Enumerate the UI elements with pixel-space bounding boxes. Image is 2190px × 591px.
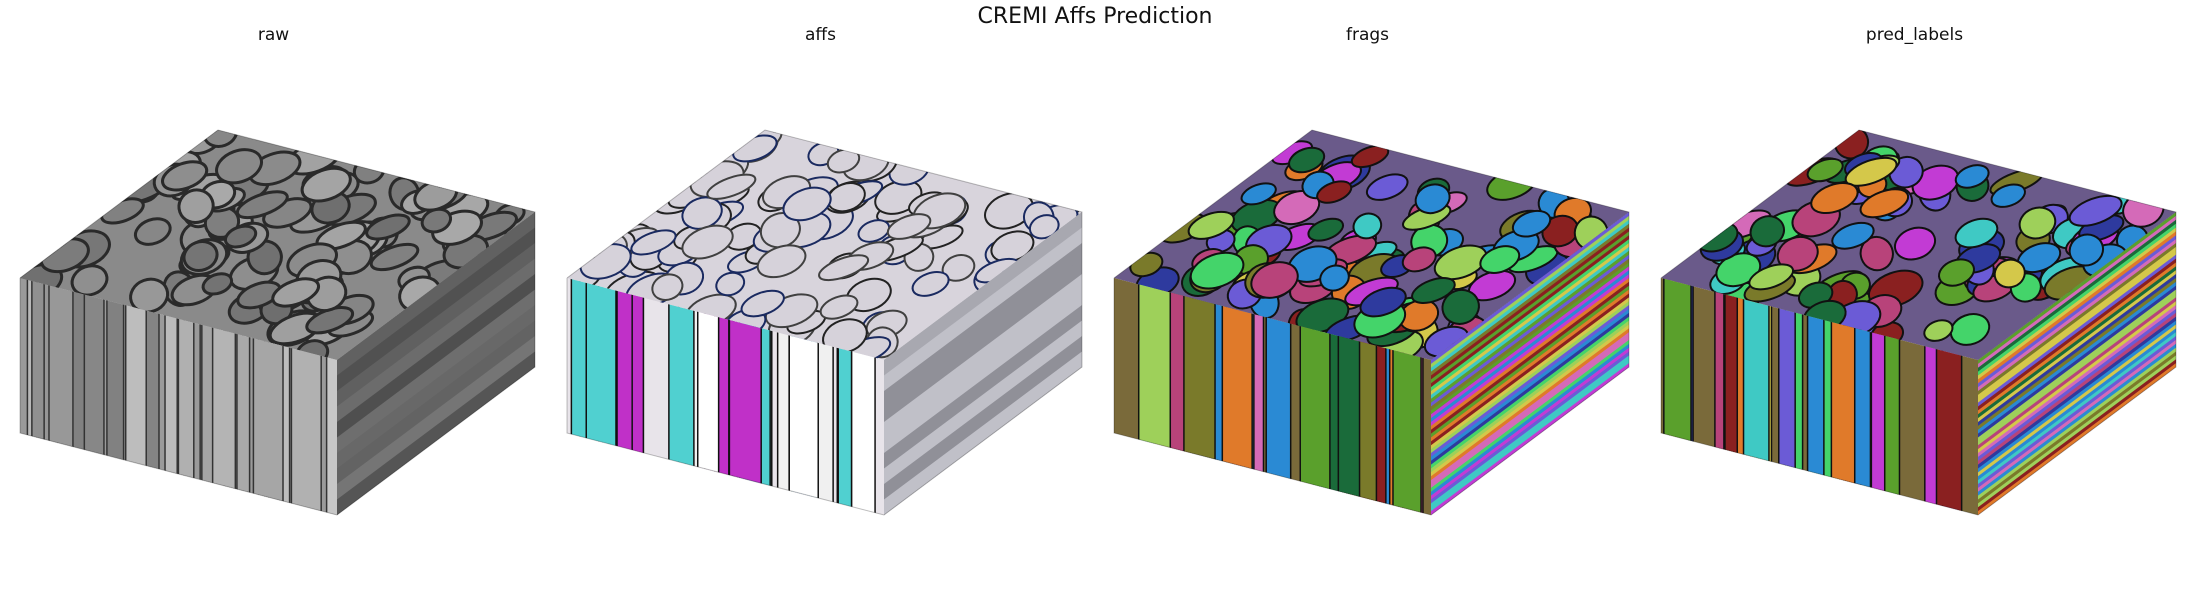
panel-frags: frags bbox=[1094, 0, 1641, 591]
panel-title-raw: raw bbox=[257, 25, 290, 45]
frags-volume-render bbox=[1113, 129, 1630, 516]
pred-labels-volume-render bbox=[1660, 129, 2177, 516]
panel-pred-labels: pred_labels bbox=[1641, 0, 2188, 591]
raw-volume-render bbox=[19, 129, 536, 516]
panel-title-pred-labels: pred_labels bbox=[1865, 25, 1964, 45]
panel-title-affs: affs bbox=[805, 25, 836, 45]
panel-affs: affs bbox=[547, 0, 1094, 591]
figure-title: CREMI Affs Prediction bbox=[977, 4, 1213, 29]
panel-title-frags: frags bbox=[1345, 25, 1390, 45]
affs-volume-render bbox=[566, 129, 1083, 516]
panel-raw: raw bbox=[0, 0, 547, 591]
